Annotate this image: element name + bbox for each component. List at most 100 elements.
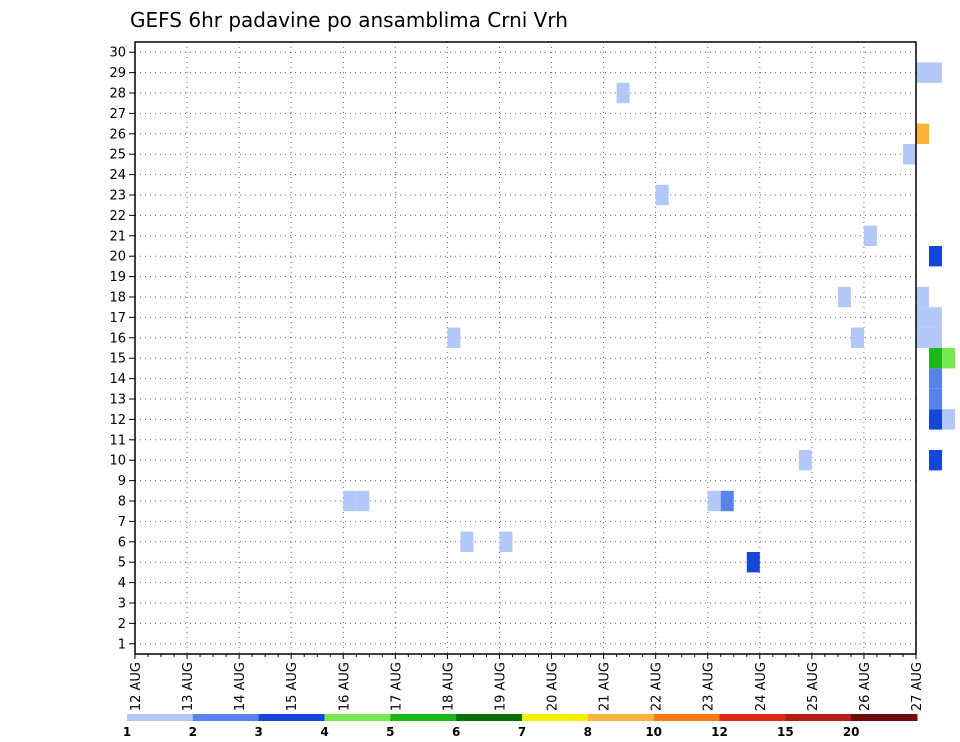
colorbar-segment <box>390 714 457 721</box>
x-tick-label: 14 AUG <box>233 662 248 711</box>
colorbar-segment <box>719 714 786 721</box>
precip-cell <box>616 82 630 104</box>
precip-cell <box>863 225 877 246</box>
y-tick-label: 12 <box>109 413 126 428</box>
precip-cell <box>798 450 812 471</box>
x-tick-label: 26 AUG <box>858 662 873 711</box>
colorbar-segment <box>258 714 325 721</box>
precip-cell <box>929 327 943 348</box>
precip-cell <box>902 144 916 165</box>
y-tick-label: 14 <box>109 372 126 387</box>
x-tick-label: 20 AUG <box>546 662 561 711</box>
precip-cell <box>929 348 943 369</box>
y-axis: 1234567891011121314151617181920212223242… <box>109 46 135 652</box>
precip-cell <box>447 327 461 348</box>
x-tick-label: 16 AUG <box>337 662 352 711</box>
grid <box>134 42 917 654</box>
y-tick-label: 7 <box>118 515 126 530</box>
y-tick-label: 9 <box>118 474 126 489</box>
y-tick-label: 20 <box>109 250 126 265</box>
precip-cell <box>720 490 734 512</box>
y-tick-label: 2 <box>118 617 126 632</box>
colorbar-segment <box>587 714 655 721</box>
precip-cell <box>916 307 930 328</box>
x-tick-label: 12 AUG <box>129 662 144 711</box>
x-tick-label: 15 AUG <box>285 662 300 711</box>
y-tick-label: 8 <box>118 495 126 510</box>
colorbar-segment <box>522 714 589 721</box>
colorbar-label: 3 <box>254 725 262 739</box>
precip-cell <box>942 348 956 369</box>
y-tick-label: 29 <box>109 66 126 81</box>
y-tick-label: 17 <box>109 311 126 326</box>
precip-cell <box>916 327 930 348</box>
y-tick-label: 1 <box>118 637 126 652</box>
precip-cell <box>746 552 760 573</box>
colorbar-segment <box>324 714 391 721</box>
precip-cell <box>837 286 851 308</box>
colorbar-label: 5 <box>386 725 394 739</box>
y-tick-label: 5 <box>118 556 126 571</box>
precip-cell <box>916 286 930 308</box>
precip-cell <box>929 368 943 389</box>
y-tick-label: 28 <box>109 87 126 102</box>
colorbar-segment <box>653 714 720 721</box>
y-tick-label: 24 <box>109 168 126 183</box>
x-axis: 12 AUG 13 AUG 14 AUG 15 AUG 16 AUG 17 AUG 18 A… <box>129 654 925 711</box>
x-tick-label: 21 AUG <box>598 662 613 711</box>
precip-cell <box>942 409 956 430</box>
y-tick-label: 3 <box>118 597 126 612</box>
y-tick-label: 4 <box>118 576 126 591</box>
x-tick-label: 23 AUG <box>702 662 717 711</box>
colorbar-segment <box>785 714 852 721</box>
precip-cell <box>929 409 943 430</box>
x-tick-label: 18 AUG <box>441 662 456 711</box>
x-tick-label: 25 AUG <box>806 662 821 711</box>
colorbar-label: 12 <box>711 725 728 739</box>
colorbar-segment <box>456 714 523 721</box>
colorbar-label: 10 <box>645 725 662 739</box>
y-tick-label: 21 <box>109 229 126 244</box>
x-tick-label: 24 AUG <box>754 662 769 711</box>
precip-cell <box>850 327 864 348</box>
precip-cell <box>356 490 370 512</box>
precip-cell <box>929 62 943 83</box>
colorbar-label: 2 <box>189 725 197 739</box>
y-tick-label: 18 <box>109 291 126 306</box>
precip-cell <box>929 388 943 410</box>
x-tick-label: 27 AUG <box>910 662 925 711</box>
y-tick-label: 27 <box>109 107 126 122</box>
y-tick-label: 30 <box>109 46 126 61</box>
y-tick-label: 22 <box>109 209 126 224</box>
precip-cell <box>460 531 474 552</box>
y-tick-label: 11 <box>109 433 126 448</box>
colorbar-label: 6 <box>452 725 460 739</box>
precip-cell <box>343 490 357 512</box>
precip-cell <box>929 450 943 471</box>
colorbar-segment <box>851 714 918 721</box>
y-tick-label: 26 <box>109 127 126 142</box>
precip-cell <box>916 123 930 144</box>
colorbar-segment <box>127 714 194 721</box>
x-tick-label: 13 AUG <box>181 662 196 711</box>
colorbar-label: 20 <box>843 725 860 739</box>
colorbar-label: 7 <box>518 725 526 739</box>
colorbar: 1 2 3 4 5 6 7 8 10 12 15 20 <box>123 714 918 739</box>
y-tick-label: 25 <box>109 148 126 163</box>
precip-cell <box>499 531 513 552</box>
y-tick-label: 10 <box>109 454 126 469</box>
precip-cell <box>707 490 721 512</box>
colorbar-label: 15 <box>777 725 794 739</box>
x-tick-label: 22 AUG <box>650 662 665 711</box>
precip-cell <box>916 62 930 83</box>
data-cells <box>343 62 956 573</box>
colorbar-label: 8 <box>584 725 592 739</box>
x-tick-label: 19 AUG <box>493 662 508 711</box>
y-tick-label: 6 <box>118 535 126 550</box>
colorbar-segment <box>192 714 260 721</box>
colorbar-label: 4 <box>320 725 328 739</box>
chart-title: GEFS 6hr padavine po ansamblima Crni Vrh <box>130 8 568 32</box>
y-tick-label: 16 <box>109 331 126 346</box>
precip-cell <box>929 307 943 328</box>
